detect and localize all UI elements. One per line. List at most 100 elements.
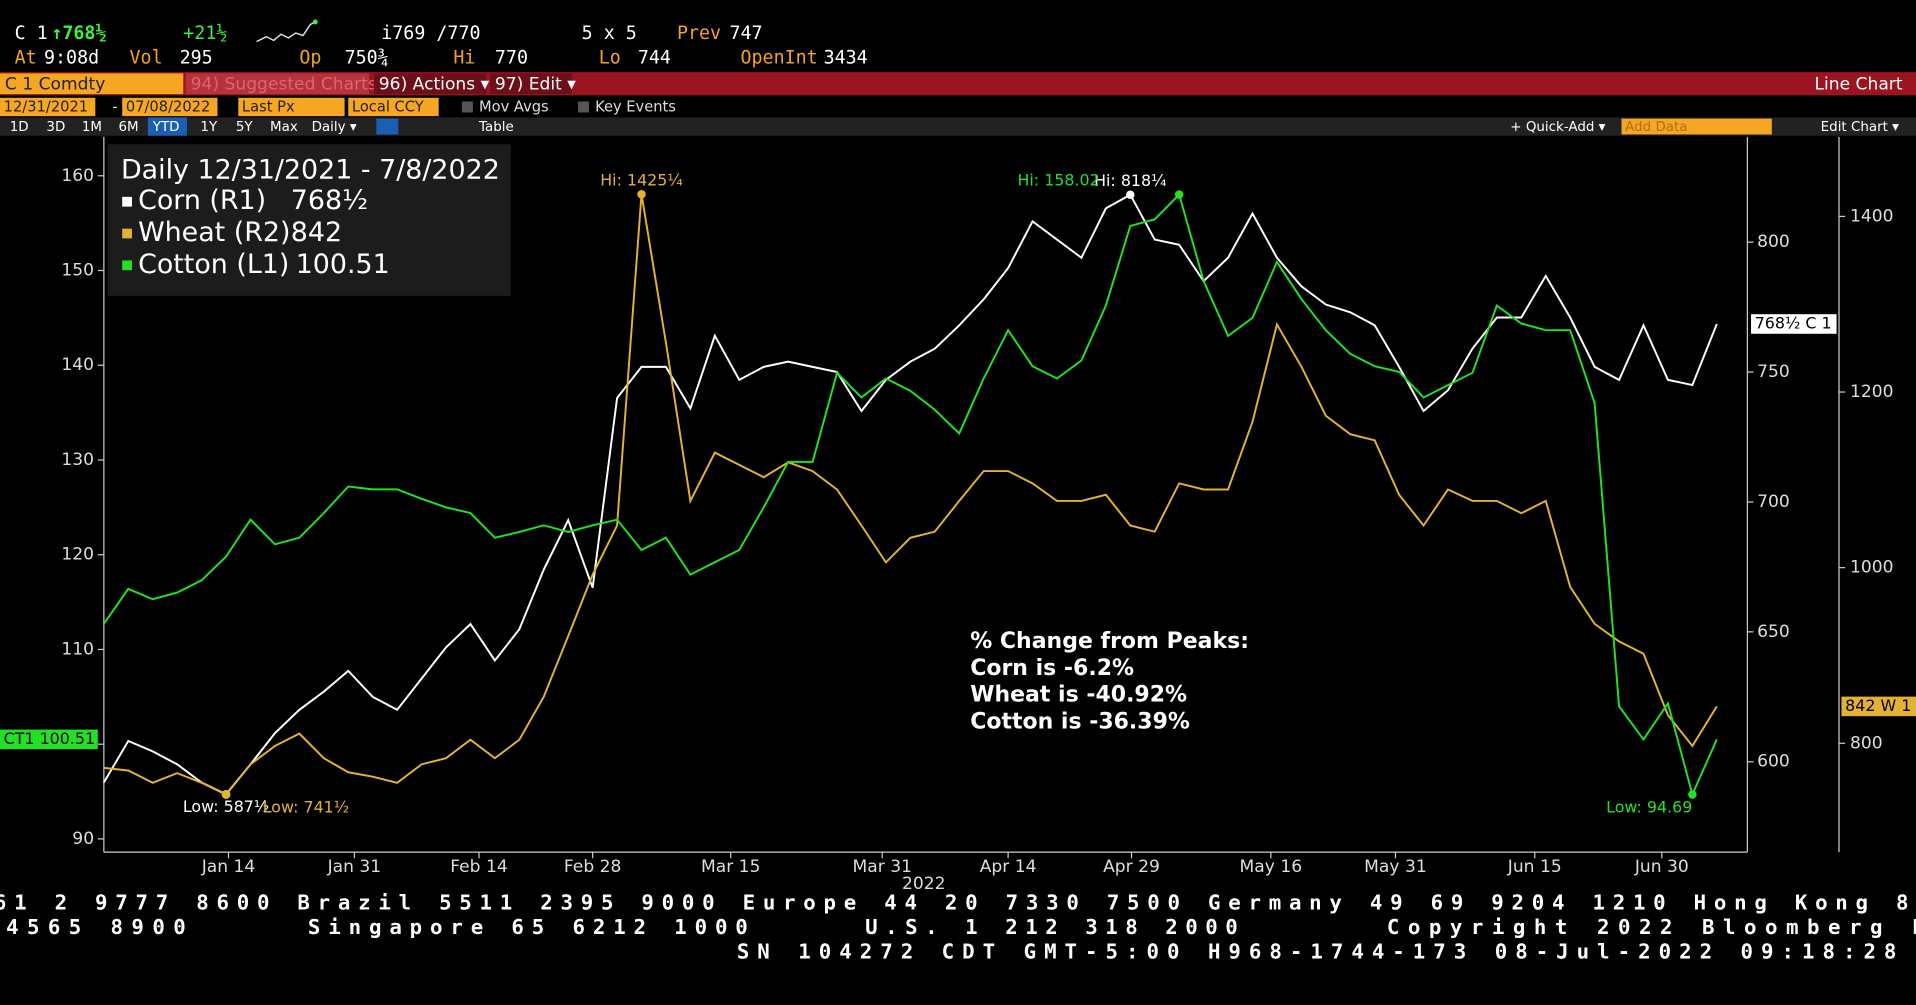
- open-label: Op: [299, 48, 321, 69]
- y3-tick-label: 800: [1850, 733, 1883, 753]
- line-icon[interactable]: [376, 118, 399, 135]
- oi: 3434: [824, 48, 868, 69]
- actions[interactable]: 96) Actions ▾: [379, 74, 490, 94]
- period-button[interactable]: 1M: [82, 120, 102, 135]
- actions-button[interactable]: [373, 73, 487, 95]
- field[interactable]: Last Px: [242, 99, 295, 116]
- low-label: Lo: [599, 48, 621, 69]
- y2-tick-label: 800: [1757, 232, 1790, 252]
- footer-line: SN 104272 CDT GMT-5:00 H968-1744-173 08-…: [737, 939, 1897, 963]
- vol: 295: [180, 48, 213, 69]
- frequency[interactable]: Daily ▾: [312, 120, 357, 135]
- x-tick-label: Apr 29: [1103, 857, 1160, 877]
- period-buttons: 1D 3D 1M 6M YTD 1Y 5Y Max: [10, 120, 298, 135]
- last-tag-label: CT1 100.51: [4, 729, 95, 748]
- period-button[interactable]: YTD: [152, 120, 180, 135]
- add-data[interactable]: Add Data: [1625, 120, 1687, 135]
- x-tick-label: May 16: [1240, 857, 1303, 877]
- open: 750¾: [345, 48, 389, 69]
- end-field[interactable]: [122, 97, 218, 117]
- x-axis-label: 2022: [902, 874, 946, 894]
- series-line: [103, 194, 1718, 796]
- start[interactable]: 12/31/2021: [4, 99, 88, 116]
- quote-header: C 1 ↑768½ +21½ i769 /770 5 x 5 Prev 747 …: [15, 19, 868, 69]
- last-tag: [1841, 696, 1916, 717]
- prev-label: Prev: [677, 23, 721, 44]
- low-marker: [221, 790, 231, 799]
- last-tag-label: 768½ C 1: [1755, 313, 1832, 332]
- period-button[interactable]: Max: [270, 120, 298, 135]
- legend-swatch: [122, 228, 132, 239]
- edit-button[interactable]: [489, 73, 572, 95]
- ticker: C 1: [15, 23, 48, 44]
- high-label: Hi: 158.02: [1017, 171, 1099, 190]
- y3-tick-label: 1200: [1850, 382, 1894, 402]
- legend-value: 768½: [291, 185, 368, 216]
- y-tick-label: 140: [61, 355, 94, 375]
- last-tag-label: 842 W 1: [1845, 696, 1911, 715]
- start-field[interactable]: [0, 97, 96, 117]
- y-tick-label: 160: [61, 166, 94, 186]
- period-button[interactable]: 1D: [10, 120, 29, 135]
- mov-avgs-checkbox[interactable]: [461, 101, 473, 113]
- vol-label: Vol: [130, 48, 163, 69]
- add-data-field[interactable]: [1621, 118, 1772, 135]
- y2-tick-label: 700: [1757, 492, 1790, 512]
- security[interactable]: C 1 Comdty: [5, 74, 105, 94]
- legend-name: Cotton (L1): [138, 249, 289, 280]
- edit-chart[interactable]: Edit Chart ▾: [1821, 120, 1899, 135]
- last-tag: [0, 729, 98, 750]
- y-tick-label: 120: [61, 545, 94, 565]
- annotation: Wheat is -40.92%: [970, 683, 1187, 708]
- legend-value: 842: [291, 217, 342, 248]
- field-select[interactable]: [238, 97, 345, 117]
- low-marker: [1688, 790, 1697, 799]
- annotation: Corn is -6.2%: [970, 656, 1134, 681]
- suggested[interactable]: 94) Suggested Charts: [191, 74, 377, 94]
- security-field[interactable]: [0, 73, 184, 95]
- low: 744: [638, 48, 671, 69]
- low-label: Low: 94.69: [1606, 797, 1692, 816]
- period-button[interactable]: 5Y: [236, 120, 254, 135]
- x-tick-label: Feb 28: [564, 857, 621, 877]
- high-marker: [1126, 190, 1135, 200]
- suggested-button[interactable]: [185, 73, 370, 95]
- key-events[interactable]: Key Events: [595, 99, 676, 116]
- bid-ask: i769 /770: [381, 23, 480, 44]
- key-events-checkbox[interactable]: [577, 101, 589, 113]
- y2-tick-label: 650: [1757, 622, 1790, 642]
- series-line: [103, 192, 1718, 798]
- x-tick-label: Jun 30: [1634, 857, 1689, 877]
- chart: 9010011012013014015016060065070075080080…: [0, 136, 1916, 894]
- y-tick-label: 130: [61, 450, 94, 470]
- chart-type: Line Chart: [1814, 74, 1902, 94]
- period-button[interactable]: 1Y: [200, 120, 218, 135]
- y2-tick-label: 750: [1757, 362, 1790, 382]
- currency[interactable]: Local CCY: [352, 99, 424, 116]
- currency-select[interactable]: [348, 97, 439, 117]
- last-price: ↑768½: [51, 23, 106, 44]
- prev: 747: [729, 23, 762, 44]
- low-label: Low: 587½: [183, 797, 269, 816]
- y3-tick-label: 1000: [1850, 558, 1894, 578]
- legend-name: Corn (R1): [138, 185, 266, 216]
- period-button[interactable]: 3D: [46, 120, 65, 135]
- low-label: Low: 741½: [263, 798, 349, 817]
- x-tick-label: Mar 15: [701, 857, 760, 877]
- end[interactable]: 07/08/2022: [126, 99, 210, 116]
- x-tick-label: Jan 31: [327, 857, 382, 877]
- x-tick-label: May 31: [1364, 857, 1427, 877]
- x-tick-label: Jan 14: [201, 857, 256, 877]
- legend-swatch: [122, 260, 132, 271]
- y2-tick-label: 600: [1757, 752, 1790, 772]
- legend-title: Daily 12/31/2021 - 7/8/2022: [121, 155, 500, 186]
- quick-add[interactable]: + Quick-Add ▾: [1510, 120, 1605, 135]
- x-tick-label: Apr 14: [980, 857, 1037, 877]
- mov-avgs[interactable]: Mov Avgs: [479, 99, 549, 116]
- y-tick-label: 150: [61, 261, 94, 281]
- edit[interactable]: 97) Edit ▾: [495, 74, 576, 94]
- period-button[interactable]: 6M: [119, 120, 139, 135]
- table[interactable]: Table: [478, 120, 514, 135]
- size: 5 x 5: [582, 23, 637, 44]
